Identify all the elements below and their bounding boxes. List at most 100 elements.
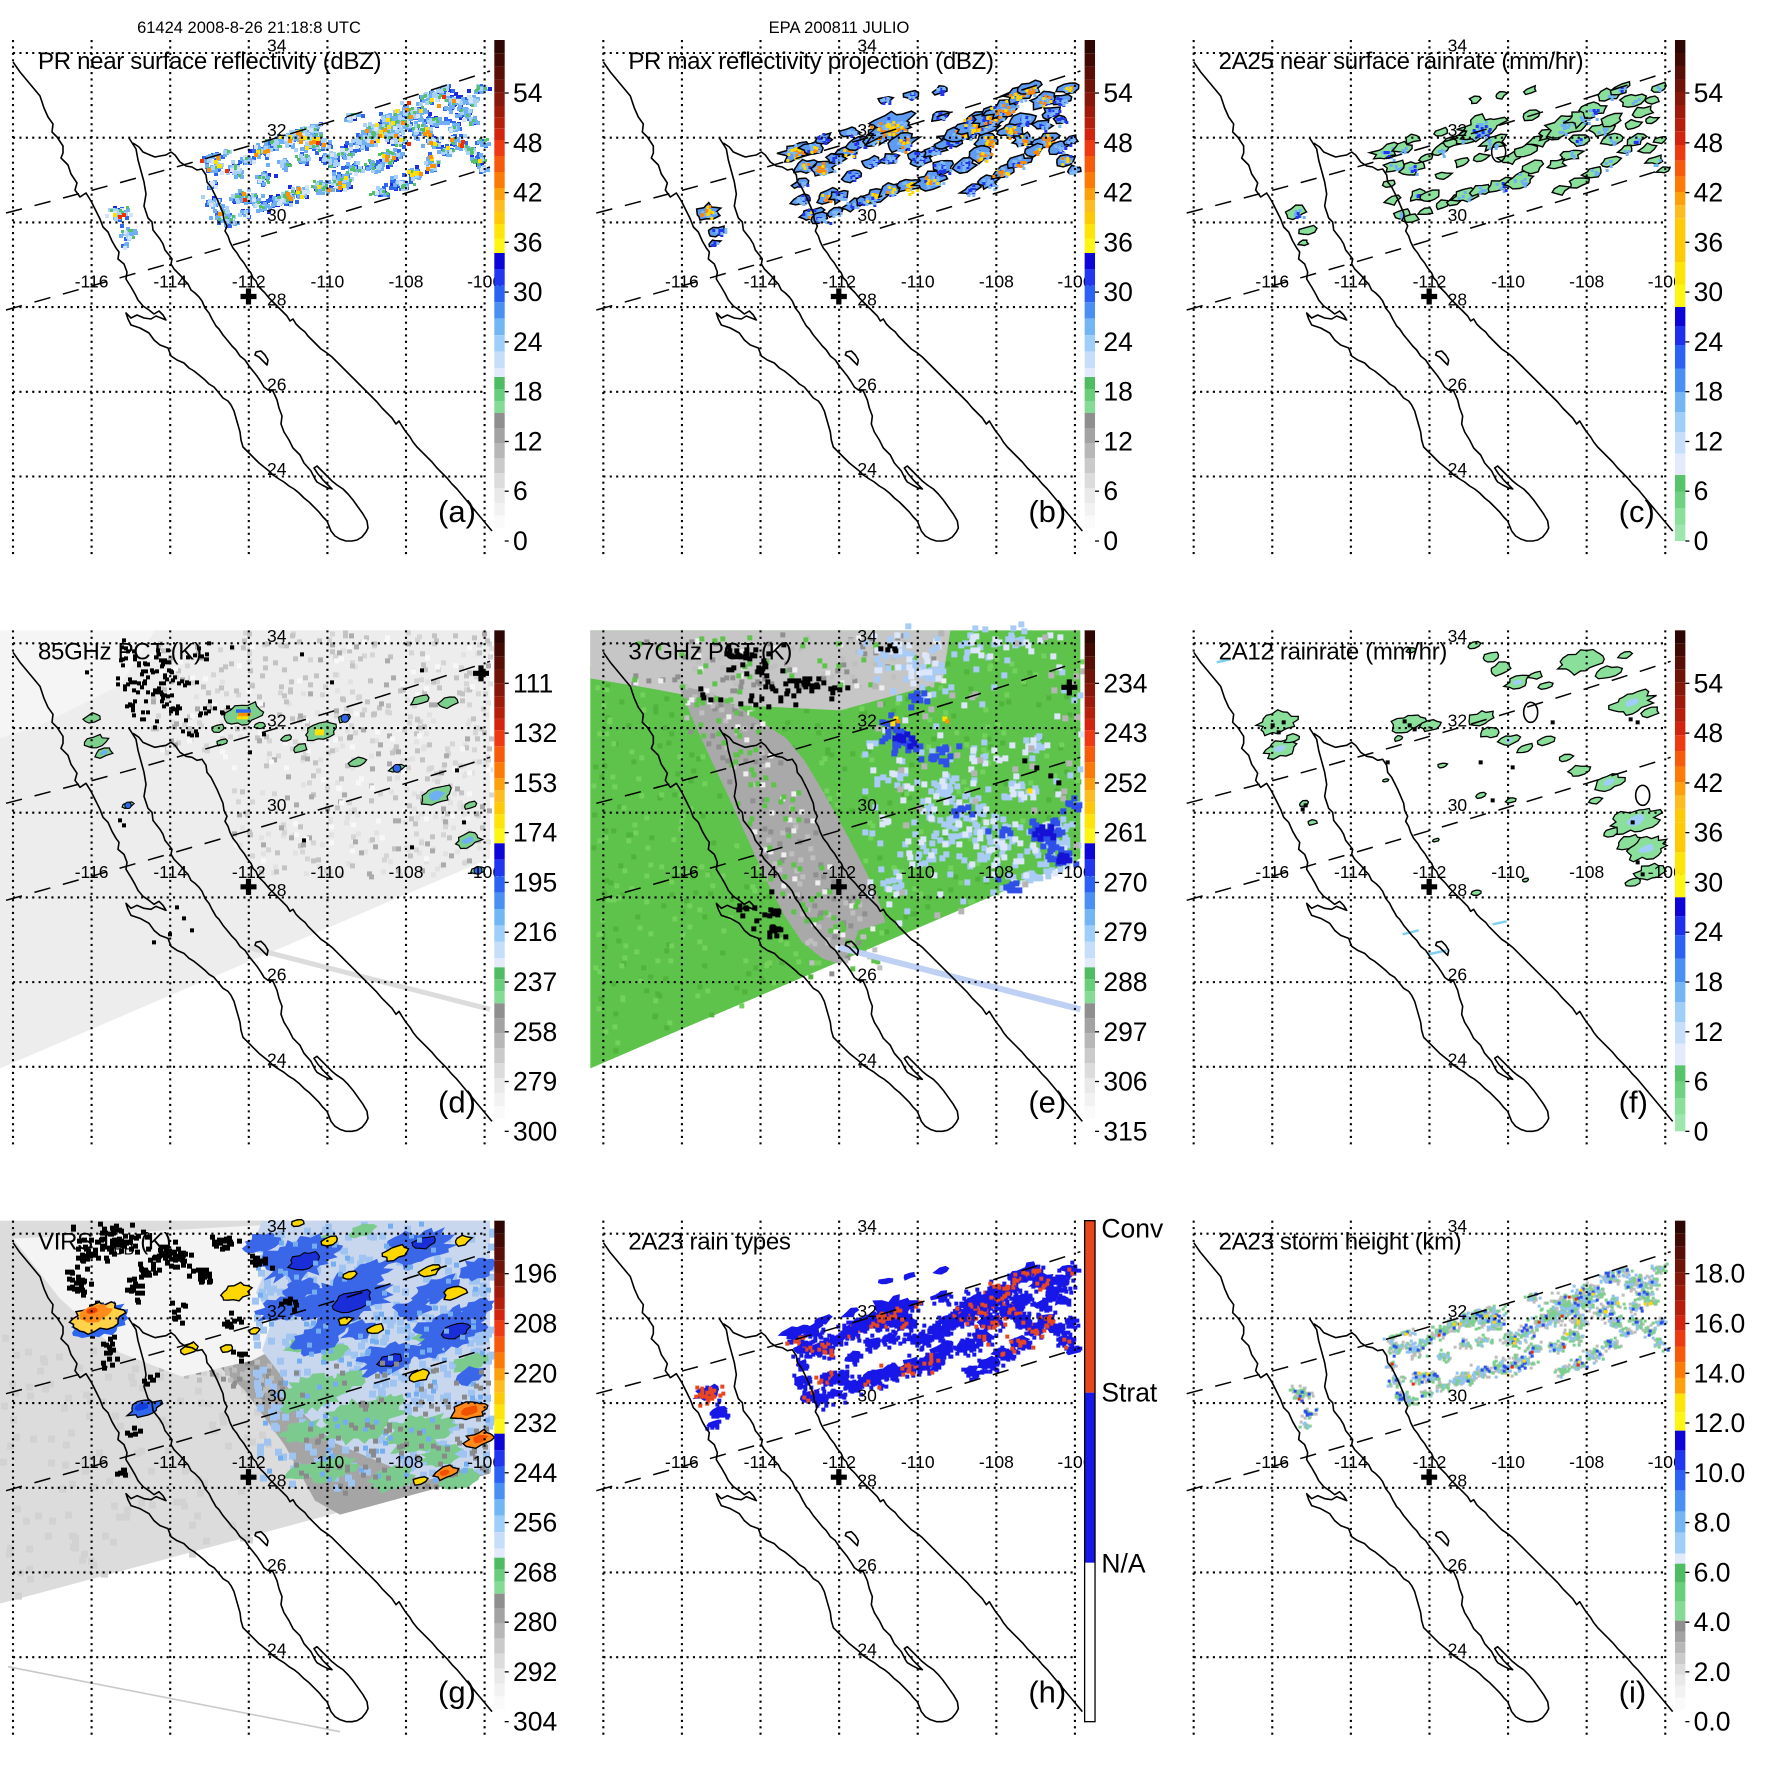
svg-text:VIRS TBB (K): VIRS TBB (K) <box>38 1229 171 1259</box>
svg-text:-116: -116 <box>1255 862 1289 882</box>
svg-text:-112: -112 <box>1413 272 1447 292</box>
svg-text:-110: -110 <box>1491 1452 1525 1472</box>
svg-text:32: 32 <box>857 711 876 731</box>
svg-text:30: 30 <box>1448 795 1468 815</box>
svg-text:34: 34 <box>267 1216 287 1236</box>
svg-text:24: 24 <box>513 327 542 357</box>
svg-text:54: 54 <box>1694 668 1723 698</box>
svg-text:-116: -116 <box>75 272 109 292</box>
svg-text:220: 220 <box>513 1358 557 1388</box>
svg-text:18: 18 <box>513 377 542 407</box>
svg-text:-112: -112 <box>232 272 266 292</box>
svg-text:-114: -114 <box>744 1452 778 1472</box>
svg-text:268: 268 <box>513 1557 557 1587</box>
svg-text:54: 54 <box>1103 78 1132 108</box>
svg-text:-108: -108 <box>1569 1452 1604 1472</box>
svg-text:306: 306 <box>1103 1067 1147 1097</box>
svg-text:12: 12 <box>1694 427 1723 457</box>
svg-text:30: 30 <box>857 795 877 815</box>
svg-text:196: 196 <box>513 1259 557 1289</box>
svg-text:54: 54 <box>513 78 542 108</box>
svg-text:28: 28 <box>267 290 286 310</box>
svg-text:-108: -108 <box>388 862 423 882</box>
svg-text:32: 32 <box>1448 120 1467 140</box>
svg-text:279: 279 <box>513 1067 557 1097</box>
svg-text:26: 26 <box>267 374 286 394</box>
svg-text:36: 36 <box>1103 227 1132 257</box>
svg-text:-106: -106 <box>1057 1452 1092 1472</box>
svg-text:34: 34 <box>1448 1216 1468 1236</box>
svg-text:0: 0 <box>1694 1116 1709 1146</box>
svg-text:Conv: Conv <box>1101 1214 1164 1244</box>
svg-text:-114: -114 <box>1334 862 1368 882</box>
svg-text:14.0: 14.0 <box>1694 1358 1746 1388</box>
svg-text:36: 36 <box>1694 818 1723 848</box>
svg-text:111: 111 <box>513 668 553 698</box>
svg-text:34: 34 <box>1448 36 1468 56</box>
svg-text:252: 252 <box>1103 768 1147 798</box>
svg-text:132: 132 <box>513 718 557 748</box>
svg-text:24: 24 <box>1448 459 1468 479</box>
svg-text:-110: -110 <box>311 862 345 882</box>
svg-text:28: 28 <box>857 1470 876 1490</box>
svg-text:6: 6 <box>1694 476 1709 506</box>
svg-text:-114: -114 <box>153 862 187 882</box>
svg-text:-116: -116 <box>665 862 699 882</box>
svg-text:24: 24 <box>1103 327 1132 357</box>
svg-text:32: 32 <box>267 1301 286 1321</box>
svg-text:-106: -106 <box>467 272 502 292</box>
svg-text:18: 18 <box>1694 967 1723 997</box>
svg-text:30: 30 <box>1694 867 1723 897</box>
svg-text:30: 30 <box>857 205 877 225</box>
svg-text:48: 48 <box>513 128 542 158</box>
svg-text:28: 28 <box>1448 1470 1467 1490</box>
svg-text:24: 24 <box>857 1049 877 1069</box>
svg-text:85GHz PCT (K): 85GHz PCT (K) <box>38 638 202 665</box>
svg-text:(h): (h) <box>1028 1675 1066 1710</box>
svg-text:-114: -114 <box>744 862 778 882</box>
svg-text:48: 48 <box>1103 128 1132 158</box>
svg-text:243: 243 <box>1103 718 1147 748</box>
svg-text:-112: -112 <box>822 862 856 882</box>
svg-text:0: 0 <box>513 526 528 556</box>
svg-text:-106: -106 <box>1057 272 1092 292</box>
svg-text:6: 6 <box>1694 1067 1709 1097</box>
svg-text:6: 6 <box>1103 476 1118 506</box>
svg-text:-114: -114 <box>1334 1452 1368 1472</box>
svg-text:-106: -106 <box>1648 272 1683 292</box>
svg-text:174: 174 <box>513 818 557 848</box>
svg-text:24: 24 <box>1694 327 1723 357</box>
svg-text:28: 28 <box>857 290 876 310</box>
svg-text:32: 32 <box>1448 711 1467 731</box>
svg-text:48: 48 <box>1694 128 1723 158</box>
svg-text:2A23 rain types: 2A23 rain types <box>628 1229 791 1256</box>
svg-text:280: 280 <box>513 1607 557 1637</box>
svg-text:34: 34 <box>1448 626 1468 646</box>
svg-text:30: 30 <box>1694 277 1723 307</box>
svg-text:(d): (d) <box>438 1084 476 1119</box>
svg-text:12: 12 <box>1694 1017 1723 1047</box>
svg-text:36: 36 <box>1694 227 1723 257</box>
svg-text:-108: -108 <box>979 1452 1014 1472</box>
svg-text:-110: -110 <box>1491 862 1525 882</box>
svg-text:24: 24 <box>267 459 287 479</box>
svg-text:48: 48 <box>1694 718 1723 748</box>
svg-text:270: 270 <box>1103 867 1147 897</box>
svg-text:-114: -114 <box>153 272 187 292</box>
svg-text:-106: -106 <box>467 862 502 882</box>
svg-text:-106: -106 <box>1057 862 1092 882</box>
svg-text:-108: -108 <box>1569 272 1604 292</box>
svg-text:28: 28 <box>857 880 876 900</box>
svg-text:-106: -106 <box>467 1452 502 1472</box>
svg-text:-114: -114 <box>153 1452 187 1472</box>
svg-text:32: 32 <box>1448 1301 1467 1321</box>
svg-text:(g): (g) <box>438 1675 476 1710</box>
svg-text:30: 30 <box>267 795 287 815</box>
svg-text:61424 2008-8-26 21:18:8 UTC: 61424 2008-8-26 21:18:8 UTC <box>137 19 361 37</box>
svg-text:32: 32 <box>267 120 286 140</box>
svg-text:208: 208 <box>513 1308 557 1338</box>
svg-text:30: 30 <box>267 205 287 225</box>
svg-text:24: 24 <box>857 459 877 479</box>
svg-text:12: 12 <box>1103 427 1132 457</box>
svg-text:6: 6 <box>513 476 528 506</box>
